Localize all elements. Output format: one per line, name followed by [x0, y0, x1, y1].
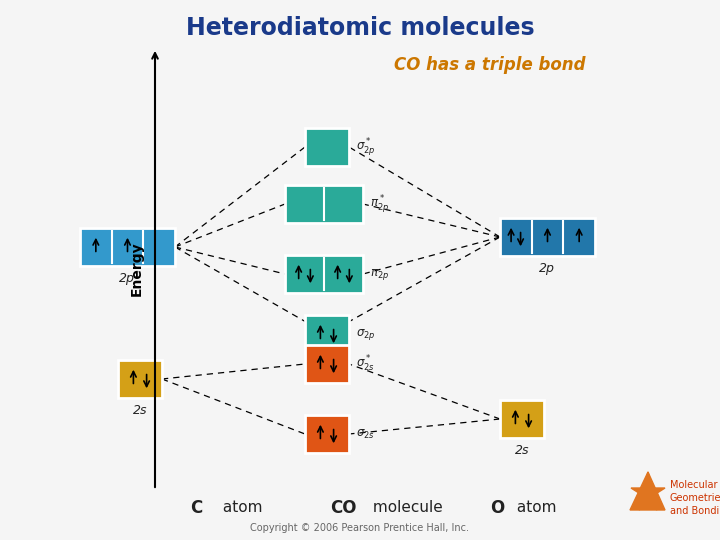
Text: $\sigma^*_{2s}$: $\sigma^*_{2s}$: [356, 354, 375, 374]
Text: molecule: molecule: [368, 501, 443, 516]
Text: atom: atom: [512, 501, 557, 516]
Text: Copyright © 2006 Pearson Prentice Hall, Inc.: Copyright © 2006 Pearson Prentice Hall, …: [251, 523, 469, 533]
Text: 2p: 2p: [539, 262, 555, 275]
Text: $\pi^*_{2p}$: $\pi^*_{2p}$: [370, 193, 390, 215]
Bar: [285, 185, 363, 223]
Bar: [305, 415, 349, 453]
Polygon shape: [631, 472, 665, 510]
Text: $\sigma_{2s}$: $\sigma_{2s}$: [356, 428, 375, 441]
Polygon shape: [630, 472, 665, 510]
Text: Heterodiatomic molecules: Heterodiatomic molecules: [186, 16, 534, 40]
Bar: [500, 218, 595, 256]
Text: $\pi_{2p}$: $\pi_{2p}$: [370, 267, 390, 281]
Text: CO: CO: [330, 499, 356, 517]
Bar: [80, 228, 175, 266]
Text: $\sigma^*_{2p}$: $\sigma^*_{2p}$: [356, 136, 376, 158]
Text: $\sigma_{2p}$: $\sigma_{2p}$: [356, 327, 376, 341]
Text: CO has a triple bond: CO has a triple bond: [394, 56, 585, 74]
Text: C: C: [190, 499, 202, 517]
Text: 2s: 2s: [515, 444, 529, 457]
Bar: [118, 360, 162, 398]
Text: atom: atom: [218, 501, 263, 516]
Bar: [305, 315, 349, 353]
Text: 2s: 2s: [132, 404, 148, 417]
Bar: [305, 128, 349, 166]
Bar: [285, 255, 363, 293]
Text: Energy: Energy: [130, 242, 144, 296]
Bar: [305, 345, 349, 383]
Text: O: O: [490, 499, 504, 517]
Text: 2p: 2p: [119, 272, 135, 285]
Bar: [500, 400, 544, 438]
Text: Molecular
Geometries
and Bonding: Molecular Geometries and Bonding: [670, 480, 720, 516]
